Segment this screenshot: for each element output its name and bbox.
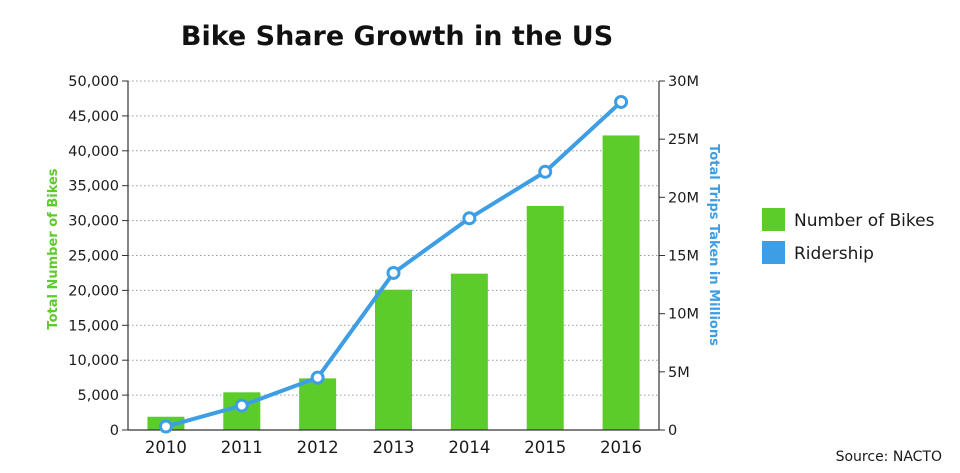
- tick-labels: 0 5,000 10,000 15,000 20,000 25,000 30,000 35,0…: [68, 74, 699, 457]
- legend-label-ridership: Ridership: [794, 244, 874, 264]
- ridership-point-2016: [614, 94, 629, 109]
- x-tick-label: 2015: [524, 438, 566, 457]
- bar-2015: [526, 205, 564, 430]
- y-left-tick-label: 40,000: [68, 144, 119, 160]
- y-right-tick-label: 5M: [668, 365, 690, 381]
- y-left-tick-label: 5,000: [77, 388, 119, 404]
- bar-2016: [602, 135, 640, 430]
- y-left-tick-label: 15,000: [68, 318, 119, 334]
- bar-2013: [375, 289, 412, 430]
- chart-title: Bike Share Growth in the US: [181, 21, 613, 52]
- y-axis-left-title: Total Number of Bikes: [46, 168, 61, 329]
- x-tick-label: 2010: [145, 438, 187, 457]
- y-right-tick-label: 10M: [668, 307, 699, 323]
- y-left-tick-label: 0: [110, 423, 119, 439]
- x-tick-label: 2011: [221, 438, 263, 457]
- y-right-tick-label: 0: [668, 423, 677, 439]
- legend-swatch-ridership: [762, 241, 785, 264]
- ridership-point-2015: [538, 164, 553, 179]
- ridership-point-2011: [234, 398, 249, 413]
- x-tick-label: 2012: [297, 438, 339, 457]
- axes: [122, 80, 665, 431]
- y-right-tick-label: 25M: [668, 132, 699, 148]
- x-tick-label: 2016: [600, 438, 642, 457]
- y-right-tick-label: 15M: [668, 249, 699, 265]
- y-left-tick-label: 35,000: [68, 179, 119, 195]
- bar-2012: [299, 378, 337, 430]
- ridership-point-2014: [462, 211, 477, 226]
- bars: [147, 135, 640, 430]
- ridership-point-2013: [386, 265, 401, 280]
- y-left-tick-label: 20,000: [68, 283, 119, 299]
- ridership-point-2010: [158, 419, 173, 434]
- ridership-line: [158, 94, 629, 434]
- y-left-tick-label: 30,000: [68, 214, 119, 230]
- y-right-tick-label: 20M: [668, 190, 699, 206]
- y-axis-right-title: Total Trips Taken in Millions: [706, 144, 721, 346]
- x-tick-label: 2014: [448, 438, 490, 457]
- y-left-tick-label: 50,000: [68, 74, 119, 90]
- legend-swatch-bikes: [762, 208, 785, 231]
- y-left-tick-label: 45,000: [68, 109, 119, 125]
- source-note: Source: NACTO: [836, 449, 942, 465]
- y-right-tick-label: 30M: [668, 74, 699, 90]
- y-left-tick-label: 25,000: [68, 249, 119, 265]
- ridership-point-2012: [310, 370, 325, 385]
- legend-label-bikes: Number of Bikes: [794, 211, 935, 231]
- x-tick-label: 2013: [373, 438, 415, 457]
- y-left-tick-label: 10,000: [68, 353, 119, 369]
- bar-2014: [450, 273, 488, 430]
- legend: Number of Bikes Ridership: [762, 208, 935, 264]
